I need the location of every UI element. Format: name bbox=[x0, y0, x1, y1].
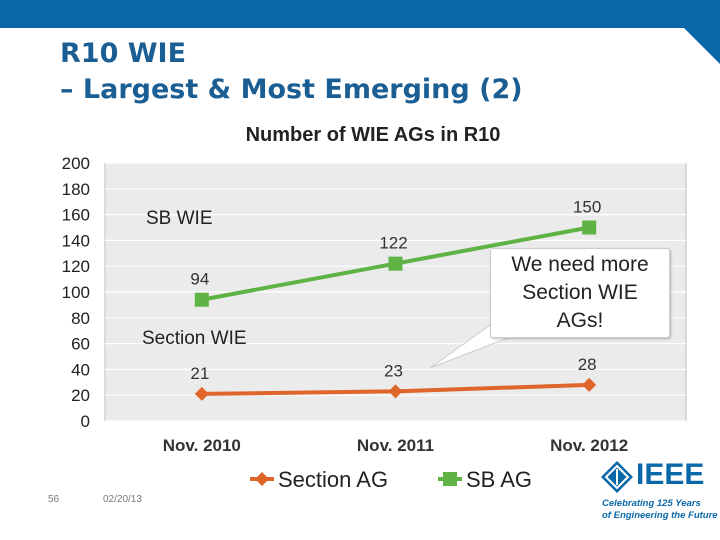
callout-text: We need more Section WIE AGs! bbox=[511, 253, 649, 332]
data-label: 21 bbox=[190, 364, 209, 383]
slide-title-line-1: R10 WIE bbox=[60, 38, 187, 69]
data-label: 94 bbox=[190, 270, 209, 289]
series-group: 21 23 28 94 122 150 bbox=[190, 198, 601, 401]
ieee-diamond-icon bbox=[601, 461, 633, 493]
slide-date: 02/20/13 bbox=[103, 494, 142, 505]
series-marker bbox=[194, 292, 209, 307]
x-axis-ticks: Nov. 2010 Nov. 2011 Nov. 2012 bbox=[163, 436, 628, 455]
legend-swatch-marker bbox=[255, 472, 269, 486]
series-marker bbox=[582, 220, 597, 235]
sb-wie-label: SB WIE bbox=[146, 208, 213, 229]
ieee-logo-word: IEEE bbox=[636, 458, 705, 491]
ieee-tagline: Celebrating 125 Years of Engineering the… bbox=[602, 498, 718, 522]
top-banner bbox=[0, 0, 720, 28]
ieee-tagline-line-2: of Engineering the Future bbox=[602, 510, 718, 521]
legend-label: Section AG bbox=[278, 467, 388, 492]
series-marker bbox=[388, 384, 403, 399]
y-tick-label: 80 bbox=[71, 309, 90, 328]
y-tick-label: 100 bbox=[62, 283, 90, 302]
y-tick-label: 200 bbox=[62, 154, 90, 173]
x-tick-label: Nov. 2012 bbox=[550, 436, 628, 455]
y-tick-label: 60 bbox=[71, 335, 90, 354]
y-tick-label: 180 bbox=[62, 180, 90, 199]
page-number: 56 bbox=[48, 494, 60, 505]
ieee-tagline-line-1: Celebrating 125 Years bbox=[602, 498, 701, 509]
x-tick-label: Nov. 2010 bbox=[163, 436, 241, 455]
data-label: 28 bbox=[578, 355, 597, 374]
y-tick-label: 160 bbox=[62, 206, 90, 225]
y-tick-label: 40 bbox=[71, 360, 90, 379]
x-tick-label: Nov. 2011 bbox=[357, 436, 434, 455]
ieee-logo: IEEE Celebrating 125 Years of Engineerin… bbox=[600, 458, 718, 528]
legend-label: SB AG bbox=[466, 467, 532, 492]
data-label: 23 bbox=[384, 361, 403, 380]
section-wie-label: Section WIE bbox=[142, 328, 247, 349]
series-marker bbox=[582, 377, 597, 392]
y-tick-label: 120 bbox=[62, 257, 90, 276]
series-marker bbox=[194, 386, 209, 401]
slide-title: R10 WIE – Largest & Most Emerging (2) bbox=[60, 36, 680, 108]
data-label: 150 bbox=[573, 198, 601, 217]
slide-title-line-2: – Largest & Most Emerging (2) bbox=[60, 74, 523, 105]
legend: Section AG SB AG bbox=[250, 467, 532, 492]
y-axis-ticks: 0 20 40 60 80 100 120 140 160 180 200 bbox=[62, 154, 90, 431]
y-tick-label: 140 bbox=[62, 231, 90, 250]
top-banner-corner bbox=[684, 28, 720, 64]
y-tick-label: 0 bbox=[81, 412, 90, 431]
legend-swatch-marker bbox=[443, 472, 457, 486]
callout-box: We need more Section WIE AGs! bbox=[490, 248, 670, 338]
y-tick-label: 20 bbox=[71, 386, 90, 405]
data-label: 122 bbox=[379, 234, 407, 253]
chart-title: Number of WIE AGs in R10 bbox=[246, 124, 501, 146]
series-marker bbox=[388, 256, 403, 271]
